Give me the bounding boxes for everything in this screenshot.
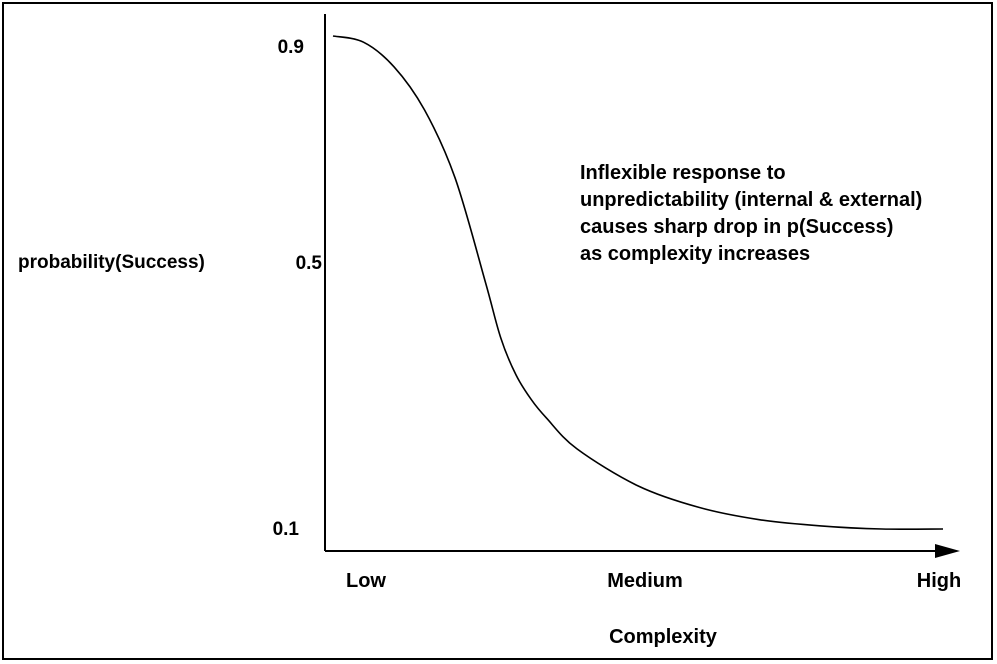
annotation-text: Inflexible response to unpredictability … <box>580 160 922 268</box>
y-tick-label: 0.1 <box>273 519 300 540</box>
x-axis-label: Complexity <box>609 626 718 648</box>
annotation-line: as complexity increases <box>580 243 811 265</box>
x-tick-label: High <box>917 570 961 592</box>
y-tick-label: 0.9 <box>278 37 304 58</box>
y-tick-label: 0.5 <box>296 253 323 274</box>
annotation-line: causes sharp drop in p(Success) <box>580 216 894 238</box>
x-tick-label: Medium <box>607 570 683 592</box>
annotation-line: Inflexible response to <box>580 162 786 184</box>
success-probability-curve <box>332 35 944 531</box>
y-axis-label: probability(Success) <box>18 252 205 273</box>
x-axis-arrowhead <box>935 544 960 558</box>
x-tick-label: Low <box>346 570 386 592</box>
annotation-line: unpredictability (internal & external) <box>580 189 923 211</box>
